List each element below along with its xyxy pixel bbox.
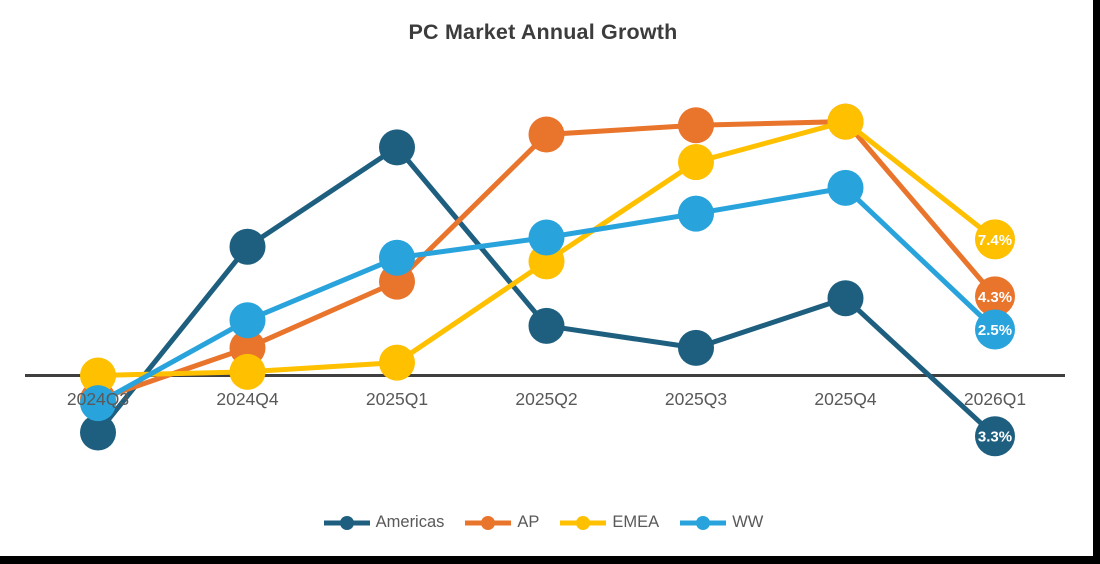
x-axis-label-2024Q3: 2024Q3: [67, 389, 129, 409]
end-label-ap: 4.3%: [978, 289, 1012, 306]
point-ww-2025Q1: [379, 239, 415, 276]
point-americas-2025Q2: [528, 307, 565, 344]
point-emea-2025Q1: [379, 344, 415, 381]
point-ww-2024Q3: [80, 385, 116, 422]
point-ap-2026Q1: [975, 276, 1015, 317]
legend-label-ww: WW: [732, 513, 764, 531]
screen-border-bottom: [0, 556, 1100, 564]
point-americas-2024Q4: [229, 228, 266, 265]
point-ww-2025Q4: [827, 169, 864, 206]
point-ww-2024Q4: [229, 302, 266, 339]
x-axis-label-2026Q1: 2026Q1: [964, 389, 1026, 409]
chart-title: PC Market Annual Growth: [408, 20, 678, 44]
point-americas-2024Q3: [80, 414, 116, 451]
point-emea-2024Q3: [80, 357, 116, 394]
end-label-ww: 2.5%: [978, 322, 1012, 339]
x-axis-label-2025Q4: 2025Q4: [814, 389, 877, 409]
screen-border-right: [1093, 0, 1100, 564]
legend-label-americas: Americas: [375, 513, 445, 531]
point-ww-2025Q2: [528, 219, 565, 256]
legend-item-ww: WW: [679, 513, 763, 532]
point-ap-2025Q3: [678, 107, 714, 144]
point-emea-2026Q1: [975, 219, 1015, 260]
point-americas-2025Q4: [827, 280, 864, 317]
point-ww-2025Q3: [678, 195, 714, 232]
legend-item-americas: Americas: [323, 513, 445, 532]
point-americas-2025Q3: [678, 329, 714, 366]
legend-marker-americas-icon: [323, 515, 370, 530]
legend-item-emea: EMEA: [559, 513, 659, 532]
x-axis-label-2025Q3: 2025Q3: [665, 389, 727, 409]
x-axis-label-2024Q4: 2024Q4: [216, 389, 279, 409]
end-label-emea: 7.4%: [978, 232, 1012, 249]
end-label-americas: 3.3%: [978, 429, 1012, 446]
point-ww-2026Q1: [975, 309, 1015, 350]
legend-marker-emea-icon: [560, 515, 607, 530]
point-emea-2025Q3: [678, 144, 714, 181]
point-emea-2025Q4: [827, 103, 864, 140]
point-americas-2026Q1: [975, 416, 1015, 457]
point-americas-2025Q1: [379, 129, 415, 166]
legend-label-emea: EMEA: [612, 513, 660, 531]
legend-marker-ww-icon: [680, 515, 727, 530]
point-emea-2024Q4: [229, 353, 266, 390]
x-axis-label-2025Q2: 2025Q2: [515, 389, 577, 409]
point-ap-2025Q2: [528, 116, 565, 153]
legend-marker-ap-icon: [465, 515, 512, 530]
legend-label-ap: AP: [517, 513, 540, 531]
x-axis-label-2025Q1: 2025Q1: [366, 389, 428, 409]
chart-legend: Americas AP EMEA WW: [0, 513, 1086, 532]
legend-item-ap: AP: [464, 513, 539, 532]
